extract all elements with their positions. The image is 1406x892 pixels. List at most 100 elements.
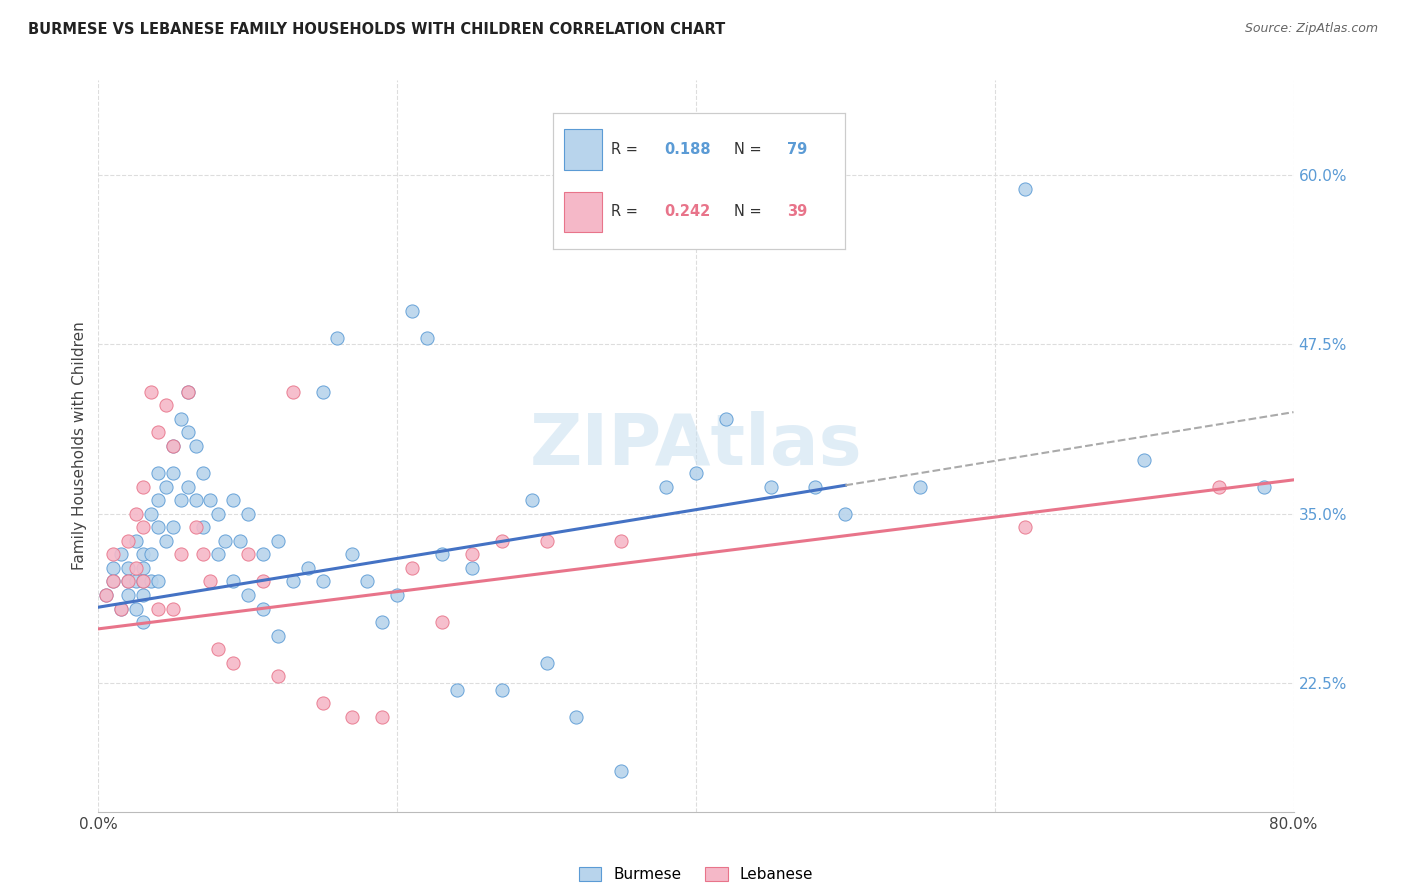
Point bbox=[200, 493, 222, 508]
Point bbox=[132, 480, 155, 494]
Point bbox=[356, 574, 378, 589]
Point bbox=[125, 561, 148, 575]
Point bbox=[565, 710, 588, 724]
Point bbox=[267, 629, 290, 643]
Point bbox=[184, 439, 207, 453]
Point bbox=[125, 533, 148, 548]
Point bbox=[139, 384, 162, 399]
Point bbox=[94, 588, 117, 602]
Point bbox=[1208, 480, 1230, 494]
Point bbox=[117, 533, 139, 548]
Point bbox=[311, 384, 333, 399]
Point bbox=[252, 547, 274, 561]
Point bbox=[281, 574, 304, 589]
Point bbox=[103, 561, 125, 575]
Point bbox=[446, 682, 468, 697]
Point bbox=[110, 547, 132, 561]
Point bbox=[297, 561, 319, 575]
Point bbox=[177, 384, 200, 399]
Point bbox=[162, 520, 184, 534]
Point bbox=[200, 574, 222, 589]
Point bbox=[214, 533, 236, 548]
Point bbox=[103, 574, 125, 589]
Point bbox=[132, 561, 155, 575]
Point bbox=[834, 507, 856, 521]
Point bbox=[162, 439, 184, 453]
Point bbox=[1253, 480, 1275, 494]
Point bbox=[155, 398, 177, 412]
Text: BURMESE VS LEBANESE FAMILY HOUSEHOLDS WITH CHILDREN CORRELATION CHART: BURMESE VS LEBANESE FAMILY HOUSEHOLDS WI… bbox=[28, 22, 725, 37]
Point bbox=[139, 547, 162, 561]
Point bbox=[103, 547, 125, 561]
Point bbox=[252, 574, 274, 589]
Text: ZIPAtlas: ZIPAtlas bbox=[530, 411, 862, 481]
Point bbox=[401, 561, 423, 575]
Point bbox=[461, 561, 484, 575]
Point bbox=[132, 615, 155, 629]
Text: Source: ZipAtlas.com: Source: ZipAtlas.com bbox=[1244, 22, 1378, 36]
Point bbox=[610, 533, 633, 548]
Point bbox=[169, 547, 191, 561]
Point bbox=[236, 588, 259, 602]
Point bbox=[162, 439, 184, 453]
Point bbox=[177, 384, 200, 399]
Point bbox=[685, 466, 707, 480]
Point bbox=[222, 493, 245, 508]
Point bbox=[117, 588, 139, 602]
Point bbox=[191, 466, 214, 480]
Point bbox=[148, 601, 170, 615]
Point bbox=[759, 480, 782, 494]
Point bbox=[1014, 181, 1036, 195]
Point bbox=[132, 547, 155, 561]
Point bbox=[125, 507, 148, 521]
Point bbox=[139, 507, 162, 521]
Point bbox=[222, 656, 245, 670]
Point bbox=[491, 682, 513, 697]
Point bbox=[162, 466, 184, 480]
Point bbox=[207, 547, 229, 561]
Point bbox=[184, 520, 207, 534]
Point bbox=[177, 480, 200, 494]
Point bbox=[184, 493, 207, 508]
Point bbox=[132, 588, 155, 602]
Point bbox=[311, 697, 333, 711]
Point bbox=[207, 642, 229, 657]
Point bbox=[148, 520, 170, 534]
Point bbox=[342, 547, 364, 561]
Point bbox=[371, 615, 394, 629]
Point bbox=[169, 493, 191, 508]
Point bbox=[461, 547, 484, 561]
Point bbox=[371, 710, 394, 724]
Point bbox=[139, 574, 162, 589]
Point bbox=[110, 601, 132, 615]
Point bbox=[125, 601, 148, 615]
Point bbox=[430, 547, 453, 561]
Point bbox=[132, 574, 155, 589]
Point bbox=[281, 384, 304, 399]
Point bbox=[155, 480, 177, 494]
Point bbox=[148, 574, 170, 589]
Point bbox=[342, 710, 364, 724]
Point bbox=[148, 493, 170, 508]
Point bbox=[117, 574, 139, 589]
Point bbox=[491, 533, 513, 548]
Point bbox=[169, 412, 191, 426]
Point bbox=[117, 574, 139, 589]
Point bbox=[125, 574, 148, 589]
Point bbox=[1133, 452, 1156, 467]
Point bbox=[804, 480, 827, 494]
Point bbox=[610, 764, 633, 778]
Point bbox=[655, 480, 678, 494]
Y-axis label: Family Households with Children: Family Households with Children bbox=[72, 322, 87, 570]
Point bbox=[191, 547, 214, 561]
Point bbox=[236, 547, 259, 561]
Point bbox=[132, 520, 155, 534]
Point bbox=[311, 574, 333, 589]
Point bbox=[148, 466, 170, 480]
Point bbox=[110, 601, 132, 615]
Point bbox=[252, 601, 274, 615]
Point bbox=[267, 533, 290, 548]
Point bbox=[326, 331, 349, 345]
Point bbox=[222, 574, 245, 589]
Point bbox=[401, 303, 423, 318]
